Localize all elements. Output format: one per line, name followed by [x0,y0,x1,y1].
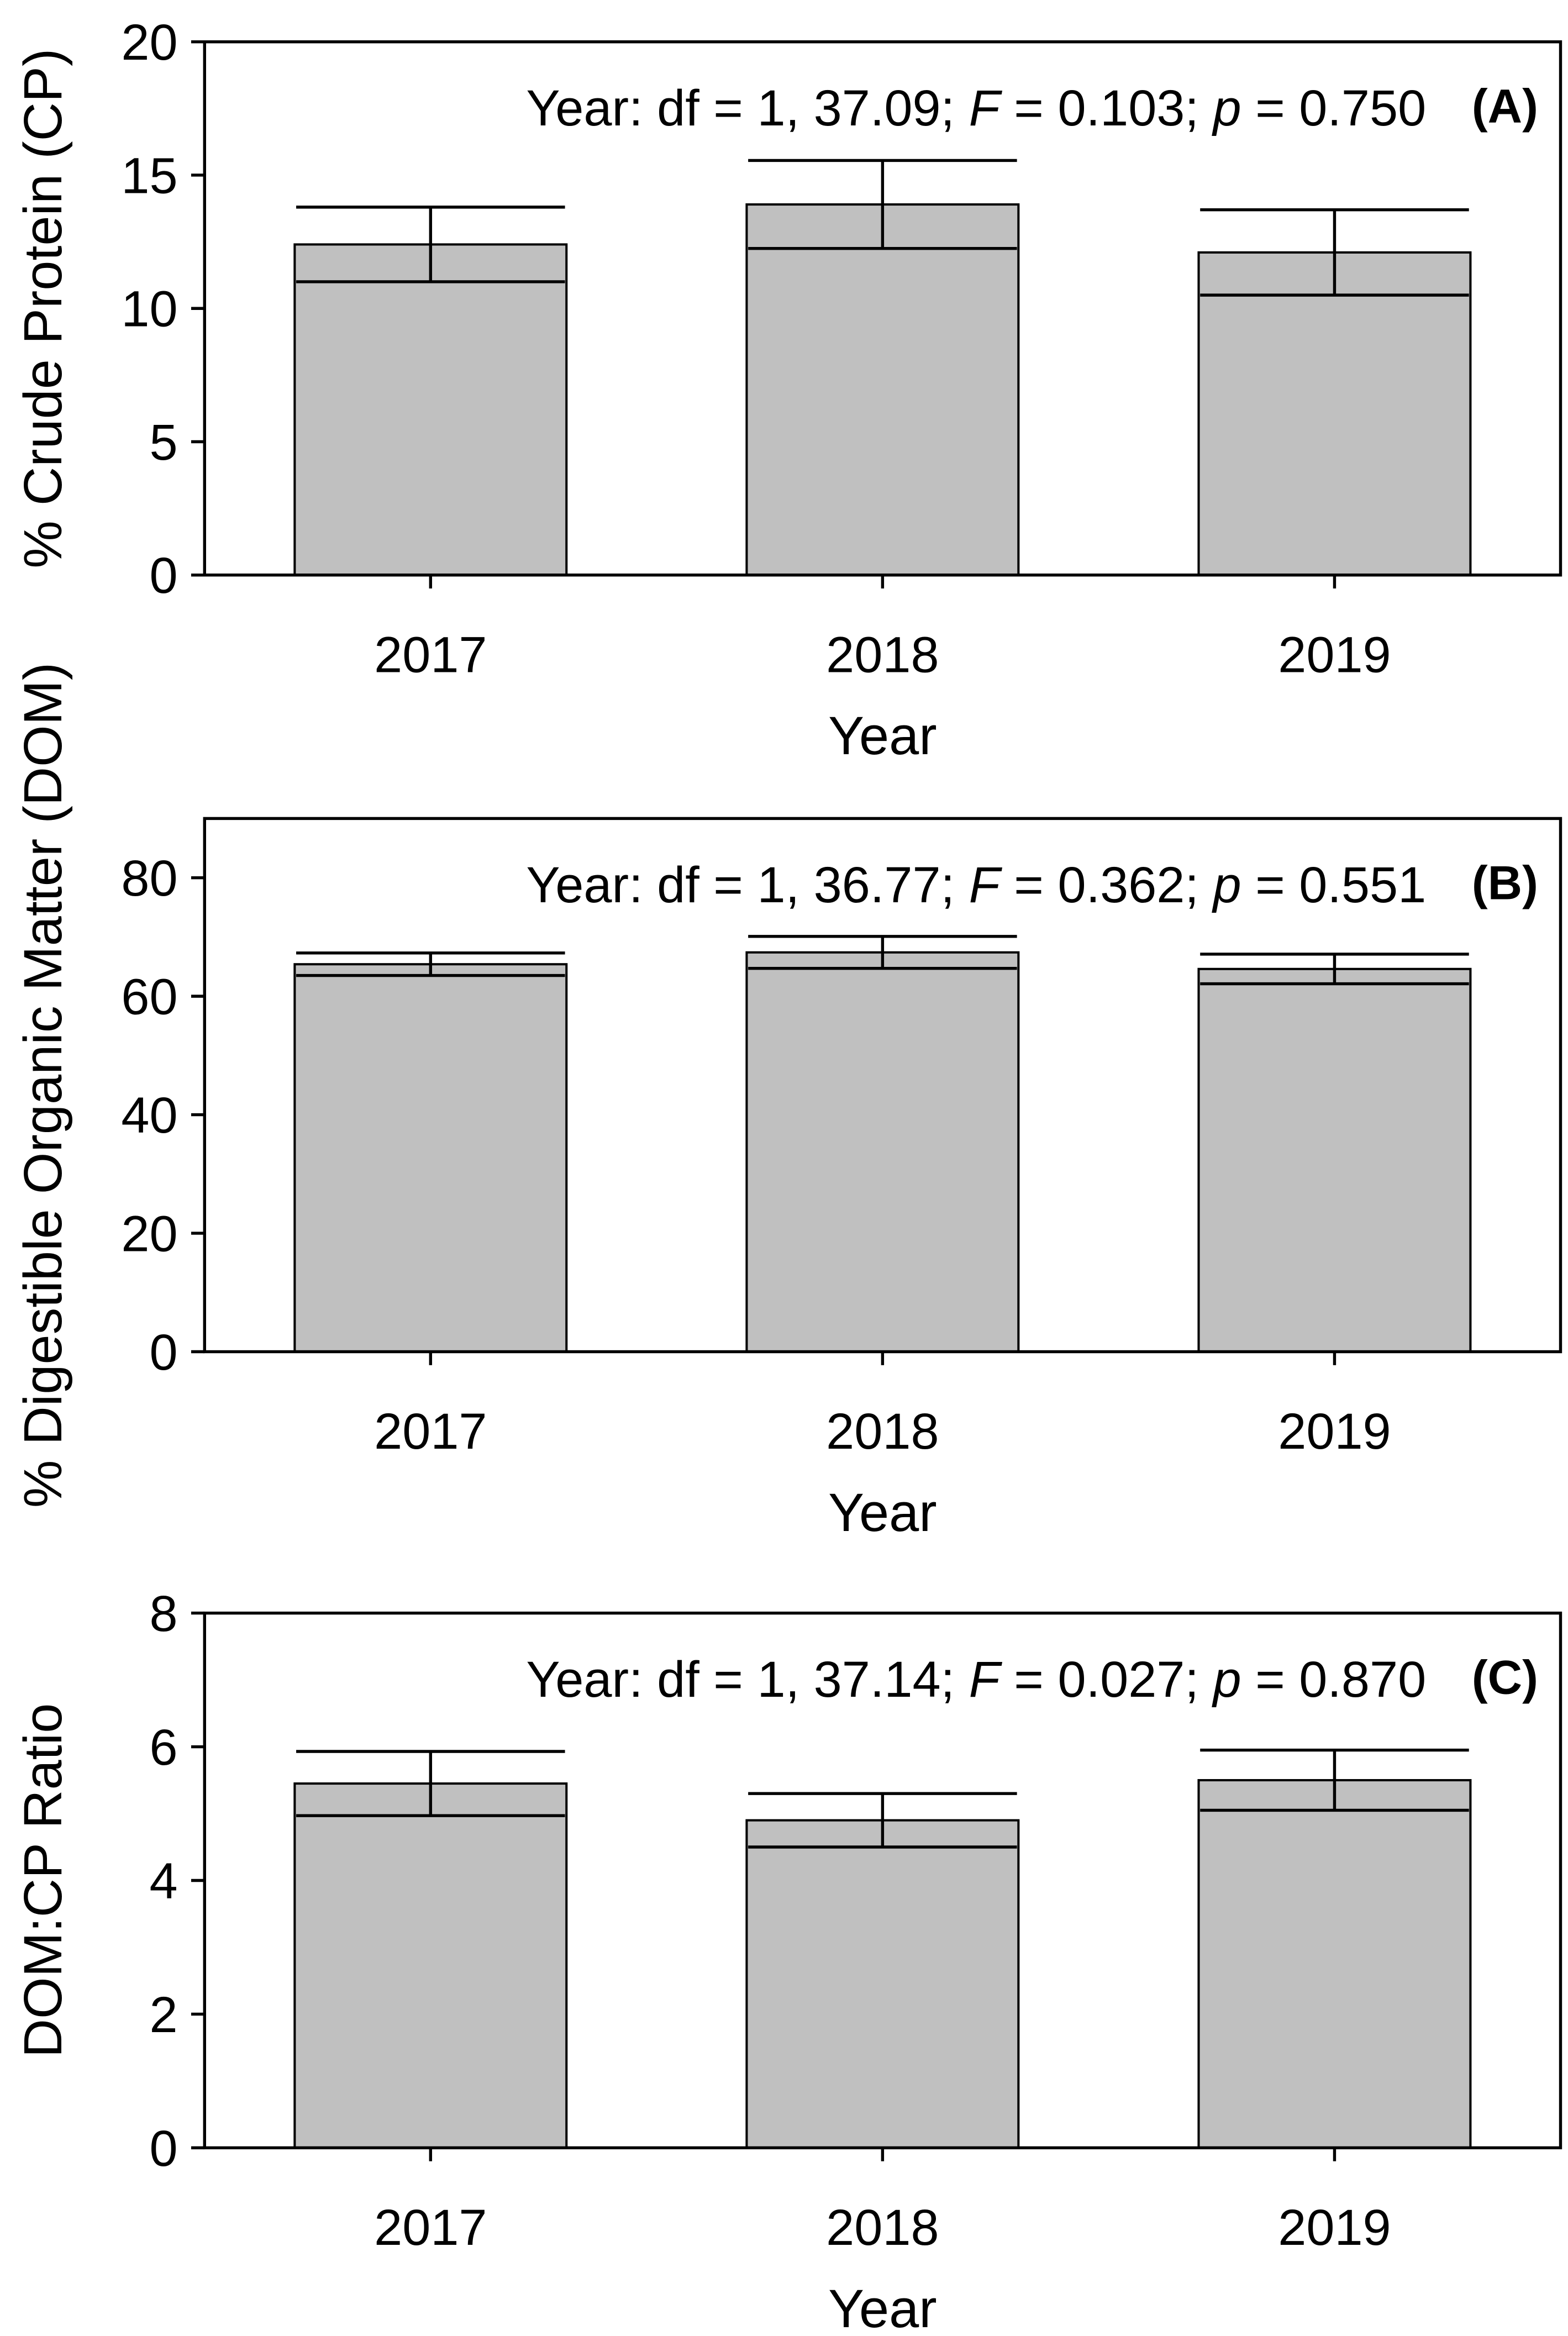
error-bar [1200,208,1469,297]
annotation-part: p [1211,80,1241,136]
panel-label: (C) [1472,1651,1538,1704]
bar [1197,1779,1472,2149]
x-tick-label: 2017 [374,2200,487,2256]
annotation: Year: df = 1, 36.77; F = 0.362; p = 0.55… [526,857,1426,913]
y-tick-label: 5 [150,414,178,471]
panel-label: (B) [1472,856,1538,909]
y-tick-label: 20 [121,1206,177,1262]
annotation-part: p [1211,1651,1241,1708]
y-tick-label: 4 [150,1853,178,1909]
y-tick-label: 10 [121,281,177,338]
bar [745,203,1020,576]
x-axis-title: Year [828,1482,937,1543]
y-axis-title: DOM:CP Ratio [13,1703,73,2058]
panel: 2017 2018 2019 0 2 4 6 8 Year DOM:CP Ratio Year: d… [13,1586,1562,2336]
y-axis-title: % Digestible Organic Matter (DOM) [13,662,73,1508]
error-bar [748,1792,1017,1849]
panel: 2017 2018 2019 0 20 40 60 80 Year % Digestible Or… [13,662,1562,1543]
error-bar [296,1750,565,1817]
annotation-part: Year: df = 1, 37.09; [526,80,969,136]
x-tick-label: 2019 [1278,627,1391,683]
error-bar [1200,1748,1469,1812]
y-axis-title: % Crude Protein (CP) [13,49,73,569]
y-tick-label: 40 [121,1087,177,1144]
annotation: Year: df = 1, 37.14; F = 0.027; p = 0.87… [526,1651,1426,1708]
y-tick-label: 0 [150,1324,178,1381]
annotation-part: F [969,857,1003,913]
bar [1197,251,1472,576]
y-tick-label: 60 [121,969,177,1025]
error-bar [296,951,565,977]
y-tick-label: 20 [121,14,177,71]
error-bar [748,159,1017,250]
plot-frame [203,817,1562,1354]
y-tick-label: 15 [121,148,177,204]
x-tick-label: 2017 [374,627,487,683]
x-tick-label: 2017 [374,1403,487,1460]
y-tick-label: 0 [150,548,178,604]
annotation-part: F [969,80,1003,136]
y-tick-label: 8 [150,1586,178,1642]
annotation-part: = 0.103; [1000,80,1213,136]
x-axis-title: Year [828,2279,937,2336]
annotation-part: = 0.027; [1000,1651,1213,1708]
annotation-part: F [969,1651,1003,1708]
annotation: Year: df = 1, 37.09; F = 0.103; p = 0.75… [526,80,1426,136]
x-tick-label: 2018 [826,2200,939,2256]
x-tick-label: 2018 [826,627,939,683]
panel-label: (A) [1472,80,1538,133]
error-bar [748,935,1017,970]
bar [1197,967,1472,1353]
annotation-part: = 0.362; [1000,857,1213,913]
bar [745,1819,1020,2149]
bar [745,951,1020,1353]
error-bar [296,206,565,283]
error-bar [1200,953,1469,986]
y-tick-label: 0 [150,2121,178,2177]
bar [293,963,568,1353]
annotation-part: p [1211,857,1241,913]
x-axis-title: Year [828,706,937,766]
annotation-part: = 0.750 [1241,80,1427,136]
annotation-part: Year: df = 1, 37.14; [526,1651,969,1708]
bar [293,243,568,576]
x-tick-label: 2019 [1278,2200,1391,2256]
panel: 2017 2018 2019 0 5 10 15 20 Year % Crude Protein … [13,14,1562,766]
annotation-part: Year: df = 1, 36.77; [526,857,969,913]
annotation-part: = 0.870 [1241,1651,1427,1708]
y-tick-label: 6 [150,1719,178,1776]
x-tick-label: 2019 [1278,1403,1391,1460]
x-tick-label: 2018 [826,1403,939,1460]
y-tick-label: 80 [121,850,177,907]
y-tick-label: 2 [150,1987,178,2043]
annotation-part: = 0.551 [1241,857,1427,913]
bar [293,1782,568,2149]
